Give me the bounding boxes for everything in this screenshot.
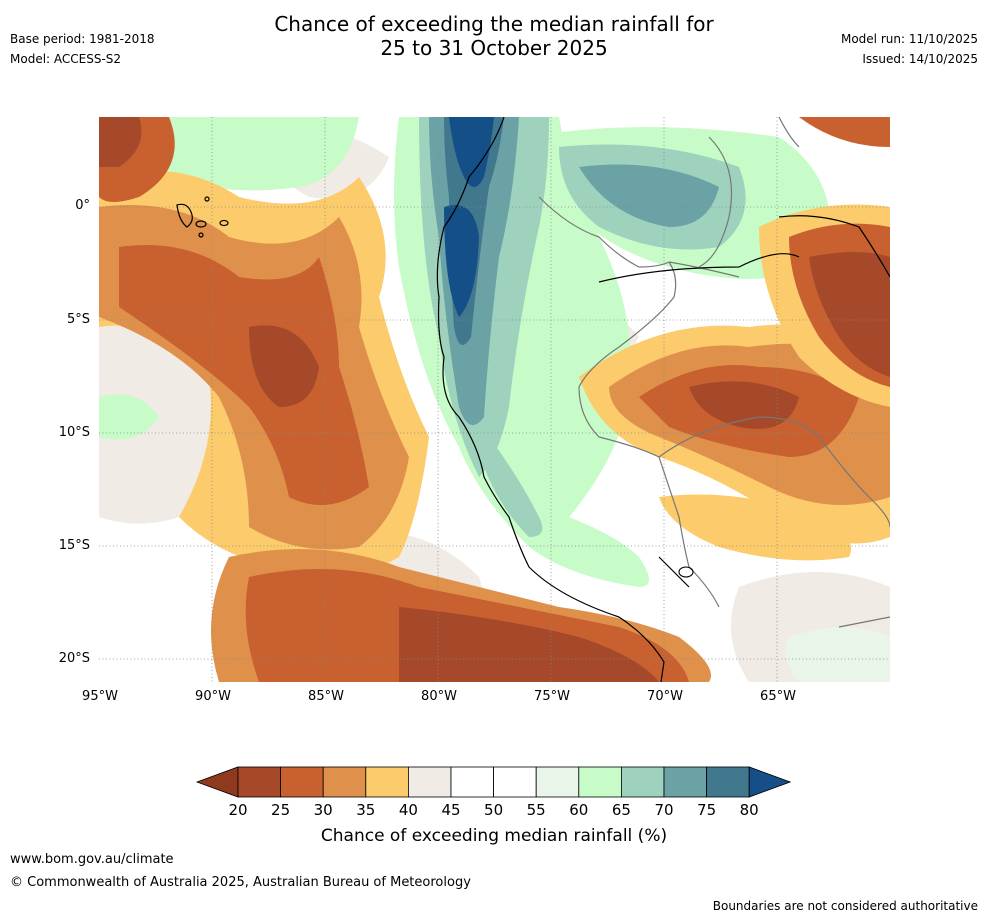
colorbar-high-arrow bbox=[748, 766, 792, 798]
colorbar-tick-label: 60 bbox=[569, 801, 589, 819]
footer-url[interactable]: www.bom.gov.au/climate bbox=[10, 852, 174, 867]
colorbar-tick-label: 80 bbox=[739, 801, 759, 819]
colorbar-segment bbox=[620, 766, 665, 798]
colorbar-segment bbox=[407, 766, 452, 798]
galapagos-islands bbox=[176, 196, 229, 238]
lat-label: 5°S bbox=[66, 312, 90, 327]
title-line-2: 25 to 31 October 2025 bbox=[380, 36, 608, 60]
issued-date: Issued: 14/10/2025 bbox=[862, 52, 978, 66]
lake-titicaca bbox=[678, 566, 694, 578]
colorbar-segment bbox=[365, 766, 409, 798]
base-period: Base period: 1981-2018 bbox=[10, 32, 155, 46]
lat-label: 10°S bbox=[58, 425, 90, 440]
colorbar-tick-label: 75 bbox=[697, 801, 717, 819]
footer-disclaimer: Boundaries are not considered authoritat… bbox=[712, 899, 978, 913]
colorbar-tick-label: 40 bbox=[398, 801, 418, 819]
colorbar-tick-label: 30 bbox=[313, 801, 333, 819]
colorbar-low-arrow bbox=[195, 766, 239, 798]
model-name: Model: ACCESS-S2 bbox=[10, 52, 122, 66]
country-borders bbox=[538, 117, 890, 628]
lat-label: 20°S bbox=[58, 651, 90, 666]
model-run: Model run: 11/10/2025 bbox=[840, 32, 978, 46]
gridlines bbox=[99, 117, 890, 682]
dry-zones bbox=[99, 117, 890, 682]
colorbar-segment bbox=[280, 766, 324, 798]
meta-left: Base period: 1981-2018 Model: ACCESS-S2 bbox=[10, 29, 155, 69]
colorbar-tick-label: 35 bbox=[356, 801, 376, 819]
lon-label: 65°W bbox=[760, 689, 796, 704]
colorbar-tick-label: 25 bbox=[271, 801, 291, 819]
colorbar-segment bbox=[578, 766, 622, 798]
title-line-1: Chance of exceeding the median rainfall … bbox=[274, 12, 714, 36]
colorbar-segment bbox=[663, 766, 707, 798]
colorbar-tick-label: 50 bbox=[484, 801, 504, 819]
colorbar-segment bbox=[706, 766, 750, 798]
rainfall-map bbox=[99, 117, 890, 682]
lon-label: 70°W bbox=[647, 689, 683, 704]
coastline bbox=[436, 117, 890, 682]
lon-label: 85°W bbox=[308, 689, 344, 704]
colorbar-tick-label: 20 bbox=[228, 801, 248, 819]
meta-right: Model run: 11/10/2025 Issued: 14/10/2025 bbox=[841, 29, 978, 69]
lat-label: 15°S bbox=[58, 538, 90, 553]
colorbar-segment bbox=[535, 766, 580, 798]
lon-label: 95°W bbox=[82, 689, 118, 704]
lon-label: 80°W bbox=[421, 689, 457, 704]
lat-label: 0° bbox=[75, 198, 90, 213]
lon-label: 75°W bbox=[534, 689, 570, 704]
colorbar-segment bbox=[450, 766, 494, 798]
colorbar-tick-label: 70 bbox=[654, 801, 674, 819]
lon-label: 90°W bbox=[195, 689, 231, 704]
colorbar-tick-label: 45 bbox=[441, 801, 461, 819]
colorbar-tick-label: 55 bbox=[526, 801, 546, 819]
colorbar-tick-label: 65 bbox=[611, 801, 631, 819]
colorbar-segment bbox=[237, 766, 281, 798]
colorbar bbox=[195, 766, 792, 798]
colorbar-segment bbox=[493, 766, 537, 798]
colorbar-title: Chance of exceeding median rainfall (%) bbox=[320, 826, 668, 846]
chart-title: Chance of exceeding the median rainfall … bbox=[0, 12, 988, 60]
colorbar-segment bbox=[322, 766, 367, 798]
footer-copyright: © Commonwealth of Australia 2025, Austra… bbox=[10, 875, 471, 890]
wet-zones bbox=[99, 117, 890, 682]
